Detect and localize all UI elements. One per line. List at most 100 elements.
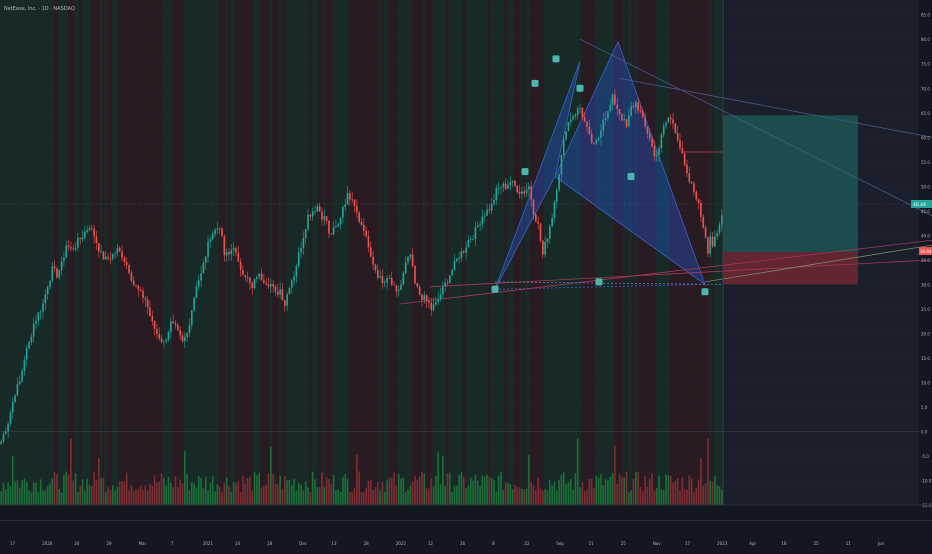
bg-stripe (451, 0, 454, 505)
candle-body (74, 247, 77, 250)
bg-stripe (55, 0, 59, 505)
volume-bar (363, 491, 365, 505)
bg-stripe (441, 0, 445, 505)
bg-stripe (185, 0, 189, 505)
volume-bar (158, 481, 161, 505)
price-axis[interactable]: 85.0 80.0 75.0 70.0 65.0 60.0 55.0 50.0 45.0 40.0… (911, 13, 932, 508)
volume-bar (488, 476, 491, 505)
candle-body (14, 395, 16, 402)
candle-body (655, 154, 658, 157)
time-label: Mar (139, 541, 147, 546)
volume-bar (604, 478, 607, 505)
candle-body (472, 239, 474, 240)
volume-bar (97, 457, 100, 505)
volume-bar (207, 490, 209, 505)
bg-stripe (609, 0, 612, 505)
volume-bar (574, 473, 577, 505)
candle-body (139, 289, 142, 291)
pattern-marker (627, 173, 635, 181)
bg-stripe (688, 0, 691, 505)
volume-bar (618, 474, 621, 505)
volume-bar (218, 486, 221, 505)
candle-body (669, 117, 672, 120)
volume-bar (184, 451, 186, 505)
candle-body (583, 117, 586, 122)
volume-bar (249, 476, 251, 505)
candle-body (342, 207, 344, 218)
candle-body (146, 299, 149, 308)
volume-bar (283, 475, 286, 505)
bg-stripe (316, 0, 319, 505)
candle-body (711, 236, 714, 247)
bg-stripe (181, 0, 184, 505)
price-label: 30.0 (921, 282, 930, 287)
volume-bar (593, 488, 595, 505)
volume-bar (177, 487, 179, 505)
bg-stripe (520, 0, 524, 505)
stop-price-label: 36.84 (920, 249, 932, 254)
bg-stripe (483, 0, 487, 505)
bg-stripe (476, 0, 480, 505)
candle-body (600, 130, 602, 138)
volume-bar (528, 455, 530, 505)
volume-bar (390, 477, 393, 505)
volume-bar (251, 490, 254, 505)
bg-stripe (604, 0, 607, 505)
candle-body (683, 153, 686, 165)
time-axis[interactable]: 17 2020 20 29 Mar 7 2021 14 28 Dec 13 28 2022 12 26 8 22… (10, 541, 885, 546)
bg-stripe (313, 0, 317, 505)
volume-bar (586, 489, 588, 505)
bg-stripe (506, 0, 510, 505)
bg-stripe (695, 0, 698, 505)
volume-bar (693, 492, 695, 505)
candle-body (349, 193, 351, 200)
volume-bar (67, 474, 70, 505)
volume-bar (628, 492, 630, 505)
candle-body (714, 236, 716, 247)
bg-stripe (444, 0, 447, 505)
bg-stripe (404, 0, 408, 505)
bg-stripe (550, 0, 554, 505)
bg-stripe (388, 0, 391, 505)
bg-stripe (469, 0, 473, 505)
time-label: 2023 (717, 541, 728, 546)
volume-bar (686, 489, 688, 505)
bg-stripe (241, 0, 245, 505)
bg-stripe (416, 0, 419, 505)
candle-body (367, 236, 370, 248)
candle-body (718, 224, 721, 233)
bg-stripe (248, 0, 252, 505)
bg-stripe (585, 0, 589, 505)
bg-stripe (125, 0, 129, 505)
volume-bar (435, 475, 437, 505)
candle-body (553, 201, 556, 218)
bg-stripe (274, 0, 277, 505)
volume-bar (393, 472, 395, 505)
bg-stripe (95, 0, 98, 505)
candle-body (274, 286, 277, 292)
bg-stripe (262, 0, 266, 505)
candle-body (374, 264, 377, 271)
bg-stripe (490, 0, 494, 505)
time-label: 2021 (203, 541, 214, 546)
bg-stripe (660, 0, 663, 505)
volume-bar (142, 490, 144, 505)
volume-bar (204, 477, 207, 505)
candle-body (353, 199, 356, 206)
volume-bar (149, 483, 151, 505)
candle-body (65, 245, 68, 258)
volume-bar (676, 478, 679, 505)
candle-body (323, 216, 326, 220)
candle-body (609, 104, 612, 112)
bg-stripe (204, 0, 208, 505)
volume-bar (337, 489, 340, 505)
bg-stripe (197, 0, 201, 505)
bg-stripe (90, 0, 94, 505)
bg-stripe (179, 0, 182, 505)
volume-bar (428, 488, 430, 505)
time-label: 26 (460, 541, 466, 546)
volume-bar (351, 492, 354, 505)
price-label: 60.0 (921, 135, 930, 140)
